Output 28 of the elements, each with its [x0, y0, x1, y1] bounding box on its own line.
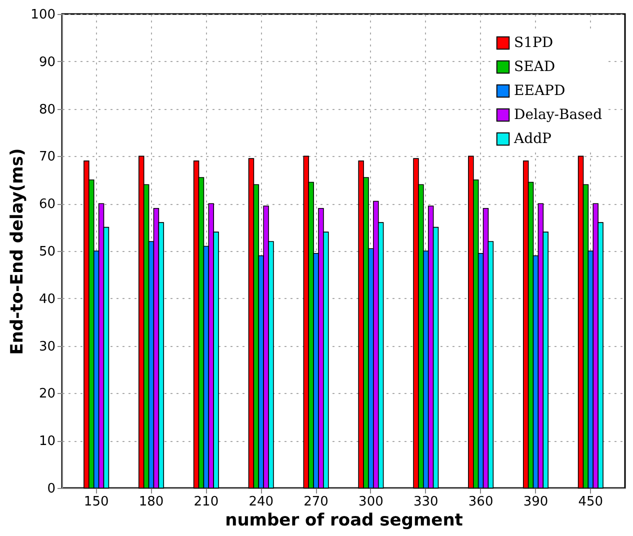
y-tick-label: 70	[38, 150, 56, 165]
legend-label: S1PD	[514, 35, 554, 51]
x-tick-label: 330	[413, 494, 438, 510]
x-tick-label: 390	[523, 494, 548, 510]
y-tick-label: 20	[38, 386, 56, 402]
y-tick-label: 10	[38, 434, 56, 450]
y-tick-label: 90	[38, 54, 56, 70]
y-tick-label: 60	[38, 197, 56, 212]
x-tick-label: 150	[84, 494, 109, 510]
y-axis-title: End-to-End delay(ms)	[8, 148, 28, 355]
y-tick-label: 40	[38, 292, 56, 307]
y-tick-label: 80	[38, 102, 56, 118]
x-axis-title: number of road segment	[225, 510, 463, 530]
legend-label: EEAPD	[514, 83, 566, 99]
y-tick-label: 30	[38, 339, 56, 354]
legend-label: AddP	[513, 131, 552, 147]
y-tick-label: 100	[30, 8, 56, 22]
x-tick-label: 240	[248, 494, 274, 510]
y-tick-label: 0	[47, 482, 56, 496]
x-tick-label: 270	[304, 494, 328, 510]
x-tick-label: 300	[358, 494, 384, 510]
x-tick-label: 180	[138, 494, 164, 510]
x-tick-label: 210	[194, 494, 219, 510]
legend-label: Delay-Based	[514, 107, 602, 123]
x-tick-label: 360	[468, 494, 494, 510]
legend-label: SEAD	[514, 59, 556, 75]
x-tick-label: 450	[578, 494, 604, 510]
y-tick-label: 50	[38, 244, 56, 260]
